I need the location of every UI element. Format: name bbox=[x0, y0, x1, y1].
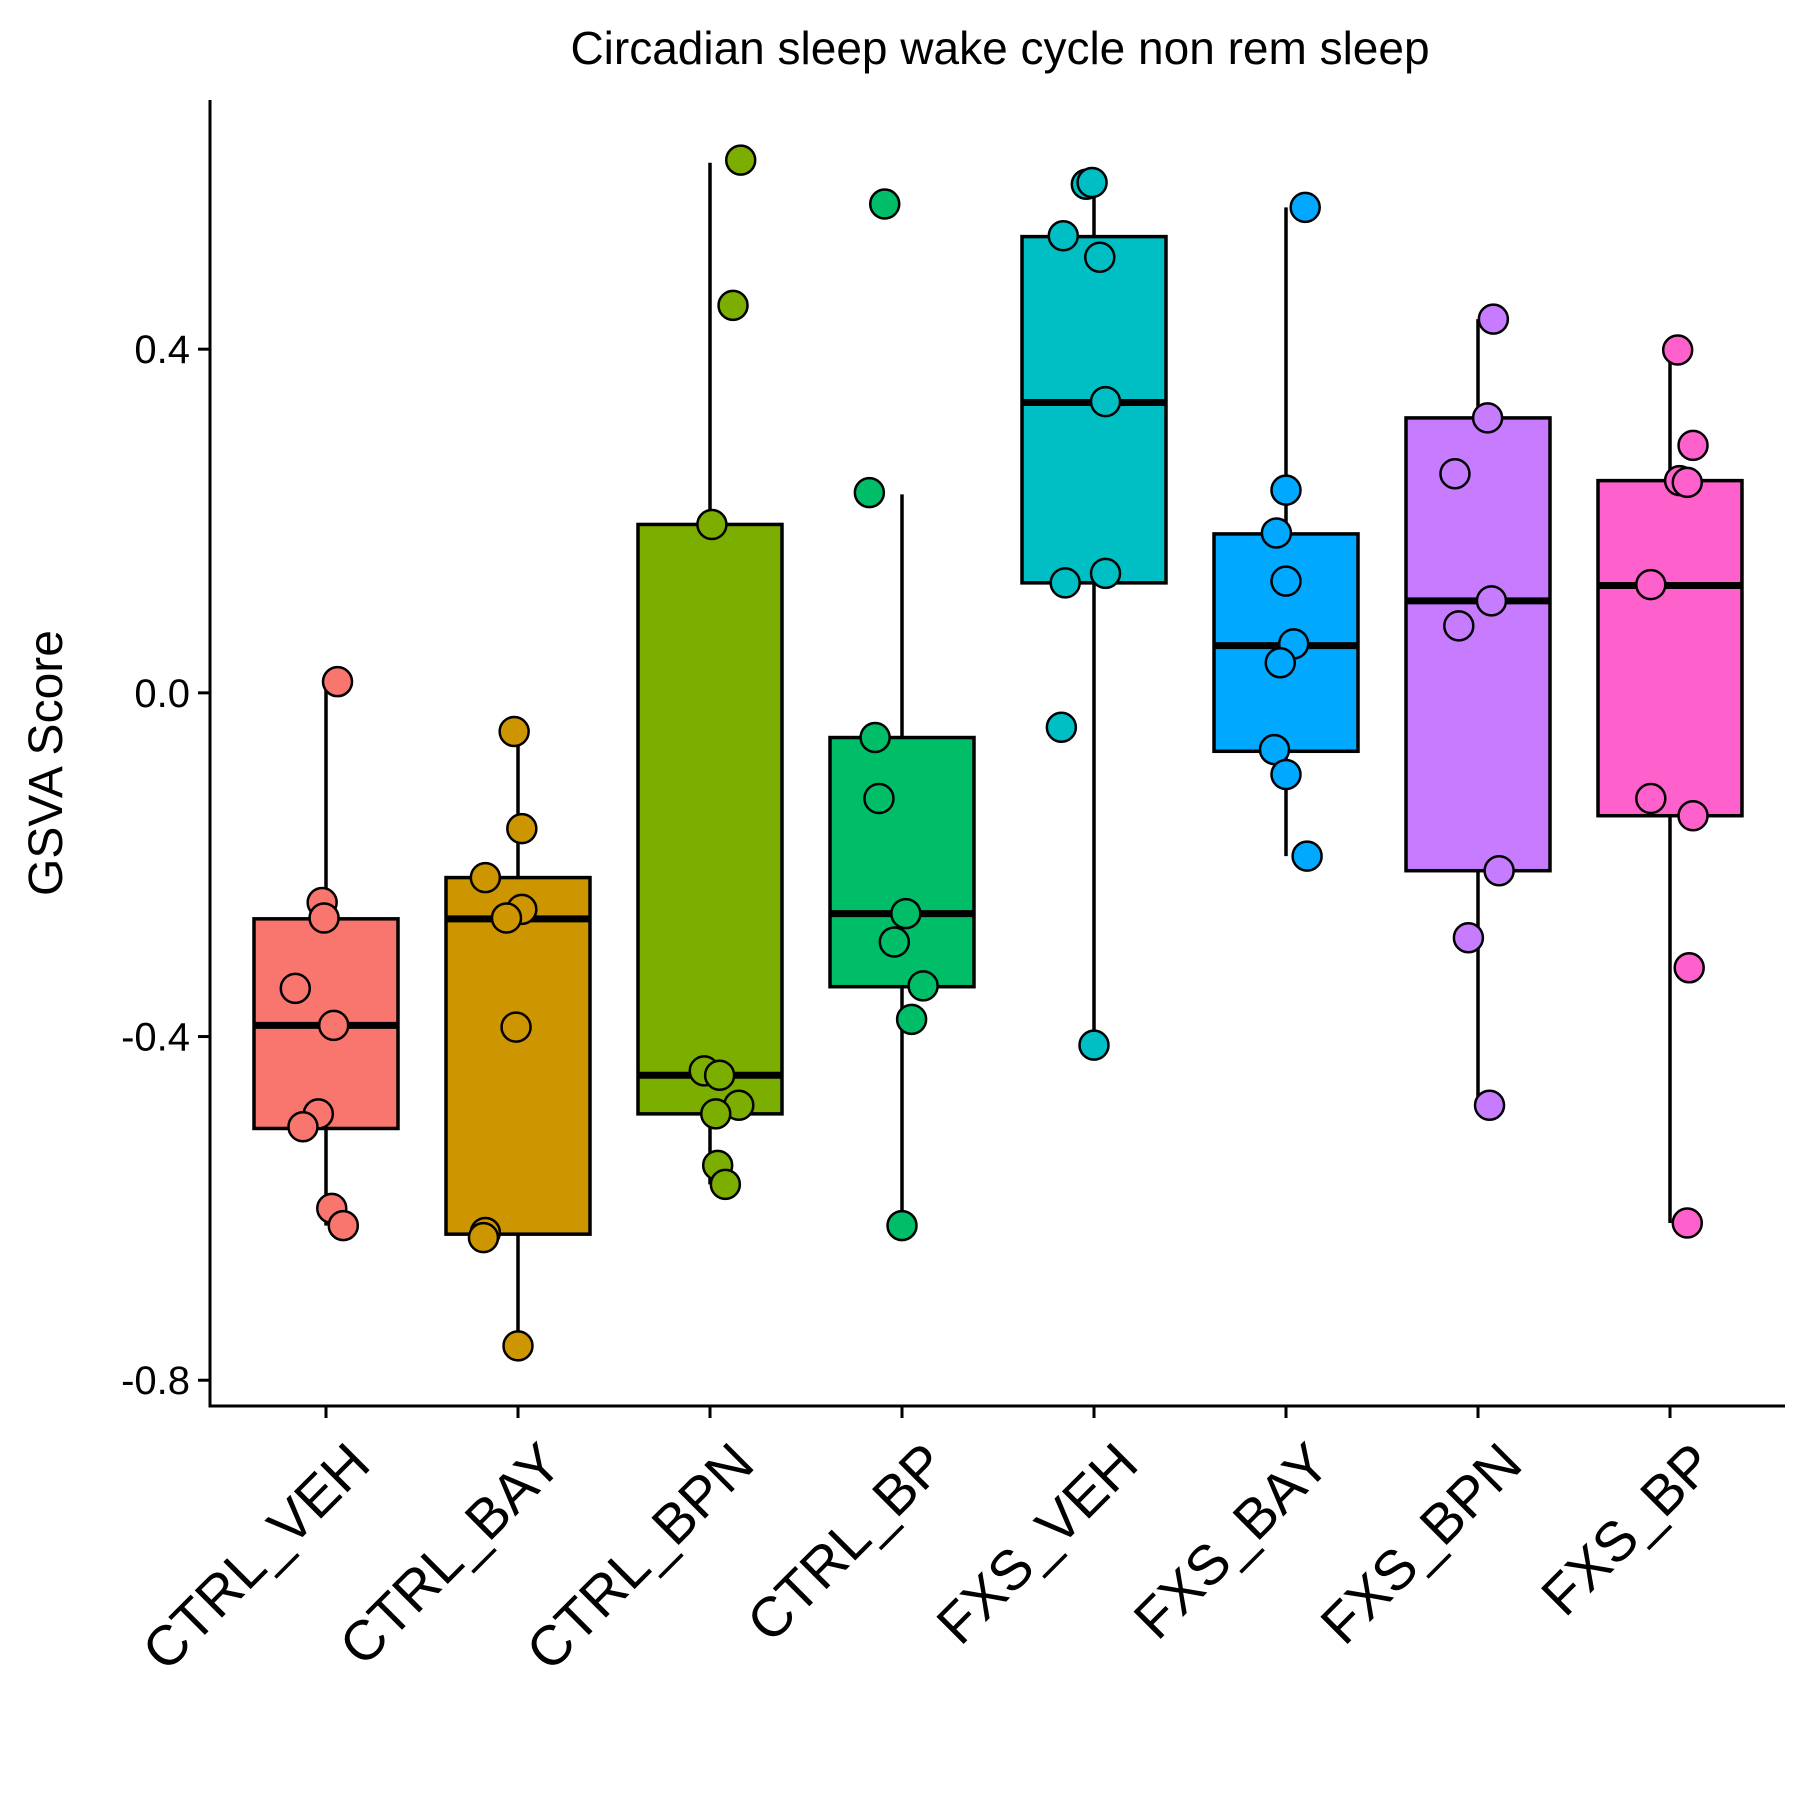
data-point bbox=[1260, 517, 1293, 549]
points-FXS_BAY bbox=[1258, 191, 1323, 872]
data-point bbox=[717, 289, 749, 322]
box-CTRL_BPN bbox=[636, 162, 784, 1185]
data-point bbox=[467, 1221, 500, 1254]
y-tick-label: 0.4 bbox=[134, 328, 190, 372]
data-point bbox=[506, 812, 538, 845]
points-CTRL_VEH bbox=[279, 665, 360, 1242]
data-point bbox=[724, 144, 757, 176]
y-axis-title: GSVA Score bbox=[20, 630, 73, 896]
data-point bbox=[1076, 166, 1108, 199]
box-iqr bbox=[444, 875, 592, 1236]
x-tick-label: FXS_VEH bbox=[924, 1431, 1149, 1656]
data-point bbox=[490, 902, 523, 934]
data-point bbox=[279, 972, 312, 1005]
data-point bbox=[1084, 241, 1116, 273]
data-point bbox=[1671, 1207, 1704, 1239]
data-point bbox=[1452, 921, 1485, 954]
data-point bbox=[1635, 568, 1667, 601]
data-point bbox=[1270, 474, 1302, 506]
data-point bbox=[469, 861, 502, 894]
data-point bbox=[327, 1209, 360, 1242]
box-iqr bbox=[1596, 478, 1744, 818]
data-point bbox=[1291, 840, 1323, 872]
box-CTRL_BAY bbox=[444, 731, 592, 1346]
x-tick-label: FXS_BPN bbox=[1308, 1431, 1533, 1656]
data-point bbox=[696, 508, 728, 541]
data-point bbox=[700, 1098, 732, 1130]
data-point bbox=[308, 902, 340, 934]
x-tick-label: CTRL_BP bbox=[735, 1431, 958, 1654]
data-point bbox=[1443, 610, 1475, 642]
data-point bbox=[1089, 385, 1122, 418]
data-point bbox=[317, 1009, 350, 1042]
plot-area bbox=[252, 162, 1744, 1346]
data-point bbox=[868, 188, 901, 220]
box-FXS_VEH bbox=[1020, 184, 1168, 1046]
data-point bbox=[1045, 711, 1078, 743]
data-point bbox=[703, 1059, 736, 1091]
box-CTRL_VEH bbox=[252, 681, 400, 1226]
data-point bbox=[1089, 557, 1122, 590]
box-FXS_BPN bbox=[1404, 319, 1552, 1106]
y-axis-ticks: -0.8 -0.4 0.0 0.4 bbox=[121, 328, 210, 1403]
data-point bbox=[1661, 334, 1694, 366]
data-point bbox=[1047, 220, 1080, 252]
data-point bbox=[1289, 191, 1321, 224]
box-iqr bbox=[1404, 416, 1552, 873]
chart-title: Circadian sleep wake cycle non rem sleep bbox=[570, 22, 1429, 74]
y-tick-label: 0.0 bbox=[134, 672, 190, 716]
data-point bbox=[890, 897, 922, 930]
data-points bbox=[279, 144, 1709, 1362]
data-point bbox=[1078, 1029, 1110, 1061]
data-point bbox=[1477, 303, 1510, 335]
data-point bbox=[886, 1209, 918, 1242]
points-FXS_BPN bbox=[1439, 303, 1515, 1122]
data-point bbox=[907, 970, 939, 1002]
data-point bbox=[863, 782, 895, 815]
data-point bbox=[1677, 799, 1709, 832]
data-point bbox=[1264, 647, 1296, 679]
data-point bbox=[287, 1111, 319, 1143]
data-point bbox=[1473, 1089, 1506, 1122]
data-point bbox=[895, 1003, 928, 1036]
data-point bbox=[498, 715, 530, 748]
data-point bbox=[1270, 565, 1302, 597]
data-point bbox=[1475, 585, 1508, 617]
x-tick-label: FXS_BAY bbox=[1121, 1431, 1341, 1651]
data-point bbox=[1439, 458, 1471, 490]
data-point bbox=[1049, 567, 1081, 599]
x-tick-label: FXS_BP bbox=[1529, 1431, 1725, 1627]
data-point bbox=[853, 476, 886, 509]
data-point bbox=[321, 665, 354, 698]
y-tick-label: -0.4 bbox=[121, 1016, 190, 1060]
box-iqr bbox=[636, 522, 784, 1116]
data-point bbox=[1671, 466, 1704, 499]
points-CTRL_BPN bbox=[688, 144, 757, 1201]
data-point bbox=[1270, 758, 1302, 791]
points-FXS_VEH bbox=[1045, 166, 1122, 1061]
x-axis-ticks: CTRL_VEHCTRL_BAYCTRL_BPNCTRL_BPFXS_VEHFX… bbox=[130, 1406, 1725, 1682]
points-FXS_BP bbox=[1635, 334, 1709, 1239]
data-point bbox=[1635, 782, 1667, 815]
data-point bbox=[1471, 402, 1504, 434]
box-CTRL_BP bbox=[828, 494, 976, 1226]
points-CTRL_BAY bbox=[467, 715, 538, 1362]
data-point bbox=[1673, 952, 1705, 984]
data-point bbox=[878, 926, 911, 958]
box-FXS_BP bbox=[1596, 350, 1744, 1223]
y-tick-label: -0.8 bbox=[121, 1359, 190, 1403]
data-point bbox=[709, 1168, 742, 1201]
data-point bbox=[1677, 429, 1709, 462]
data-point bbox=[859, 721, 891, 754]
points-CTRL_BP bbox=[853, 188, 939, 1242]
data-point bbox=[502, 1330, 534, 1362]
data-point bbox=[1483, 854, 1515, 887]
data-point bbox=[500, 1011, 532, 1043]
